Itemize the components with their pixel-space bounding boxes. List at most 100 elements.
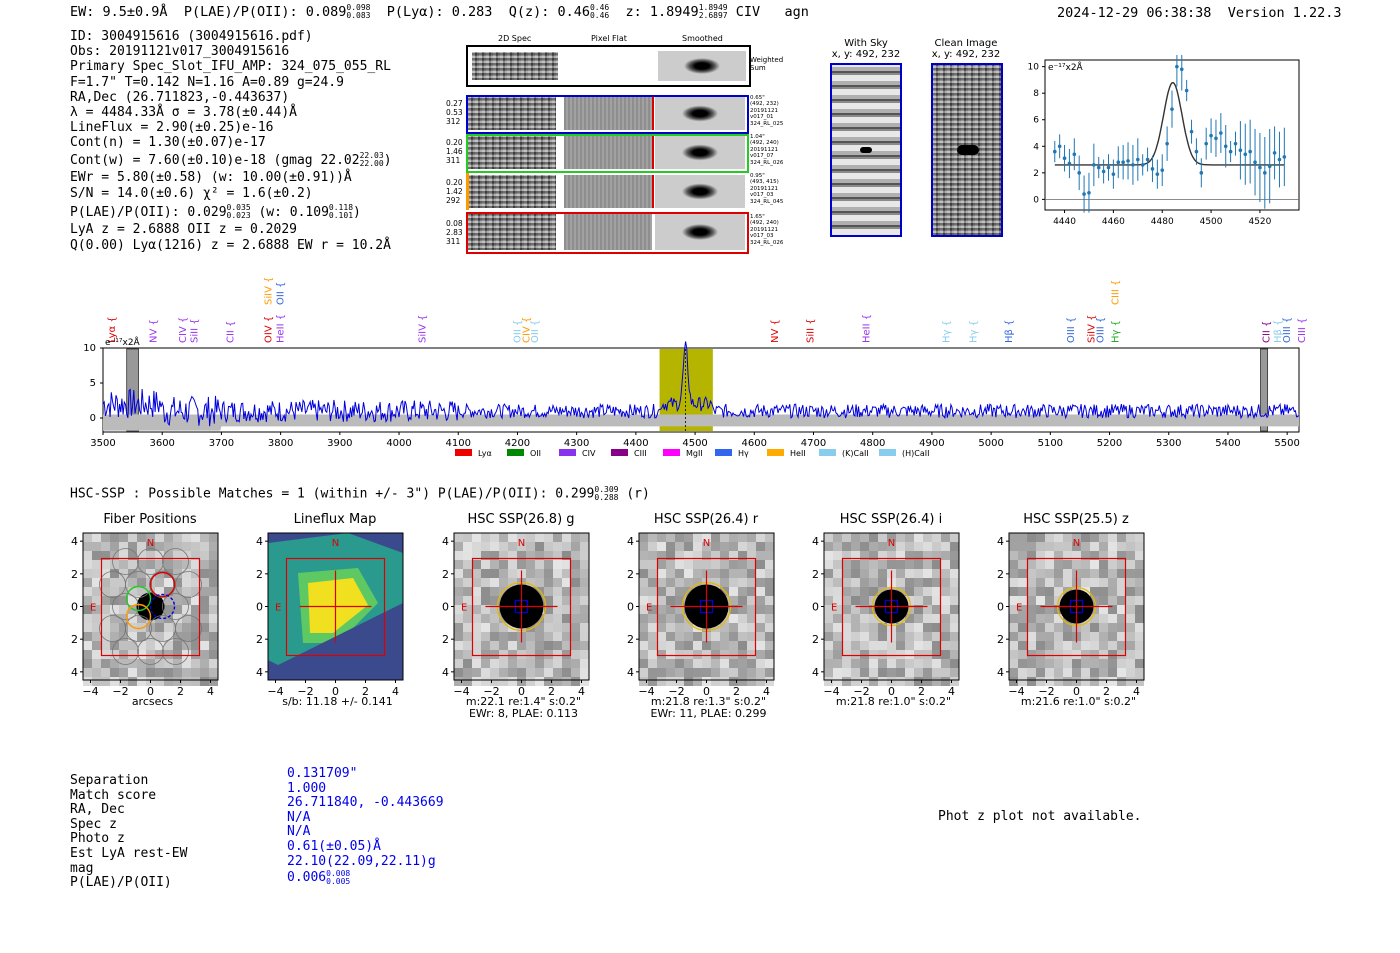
info-contw-lo: 22.00 [359,159,384,169]
cutout-pixel [571,578,580,587]
cutout-pixel [765,623,774,632]
cutout-xtick-label: 0 [518,685,525,698]
cutout-pixel [738,641,747,650]
cutout-pixel [1036,623,1045,632]
hsc-title-lo: 0.288 [594,493,619,502]
cutout-pixel [824,659,833,668]
cutout-pixel [693,641,702,650]
cutout-pixel [639,650,648,659]
zoom-ytick-label: 10 [1028,63,1040,73]
cutout-pixel [729,650,738,659]
cutout-pixel [1027,551,1036,560]
cutout-pixel [1045,677,1054,686]
spec2d-row-2-frame [466,173,469,210]
fiber-circle [162,638,189,665]
cutout-pixel [842,623,851,632]
cutout-pixel [1126,542,1135,551]
cutout-pixel [720,650,729,659]
cutout-xtick-label: 4 [948,685,955,698]
cutout-pixel [666,659,675,668]
cutout-pixel [173,578,182,587]
cutout-pixel [119,614,128,623]
match-key-3: Spec z [70,816,117,832]
cutout-pixel [1135,641,1144,650]
spec2d-row-3-frame [466,212,749,254]
cutout-ytick-label: 4 [627,535,634,548]
cutout-pixel [1018,677,1027,686]
cutout-pixel [83,605,92,614]
header-qz-lo: 0.46 [589,11,610,20]
spec2d-row-1-frame [466,134,749,173]
cutout-pixel [675,560,684,569]
cutout-pixel [833,659,842,668]
cutout-pixel [553,560,562,569]
cutout-pixel [544,551,553,560]
cutout-pixel [1126,623,1135,632]
cutout-pixel [878,569,887,578]
cutout-pixel [209,668,218,677]
cutout-pixel [571,668,580,677]
cutout-pixel [941,596,950,605]
cutout-pixel [941,650,950,659]
cutout-pixel [1018,533,1027,542]
cutout-pixel [1090,632,1099,641]
spec-line-label: OIII { [1282,317,1293,343]
cutout-pixel [1027,632,1036,641]
cutout-pixel [887,542,896,551]
cutout-pixel [1081,587,1090,596]
zoom-point [1136,157,1140,162]
cutout-pixel [932,551,941,560]
cutout-xtick-label: −4 [1008,685,1024,698]
zoom-xtick-label: 4520 [1248,217,1271,227]
cutout-pixel [824,614,833,623]
cutout-pixel [472,632,481,641]
fiber-circle [175,571,202,598]
fiber-highlight-circle [149,593,176,620]
zoom-point [1052,149,1057,154]
cutout-pixel [1045,542,1054,551]
cutout-pixel [950,560,959,569]
cutout-pixel [1009,623,1018,632]
cutout-pixel [851,632,860,641]
cutout-pixel [200,650,209,659]
cutout-pixel [101,578,110,587]
cutout-pixel [824,623,833,632]
cutout-pixel [639,632,648,641]
cutout-pixel [1117,605,1126,614]
cutout-pixel [1108,668,1117,677]
match-val-6: 22.10(22.09,22.11)g [287,853,436,869]
cutout-ytick-label: −2 [996,633,1004,646]
match-val-7: 0.006 [287,870,327,886]
cutout-pixel [1126,560,1135,569]
cutout-pixel [765,605,774,614]
cutout-pixel [684,533,693,542]
cutout-pixel [824,542,833,551]
cutout-pixel [833,560,842,569]
cutout-pixel [860,605,869,614]
cutout-pixel [1027,650,1036,659]
cutout-pixel [1009,578,1018,587]
zoom-point [1072,152,1077,157]
cutout-pixel [1063,533,1072,542]
cutout-pixel [923,659,932,668]
cutout-pixel [1018,605,1027,614]
cutout-pixel [738,614,747,623]
cutout-ytick-label: 0 [256,601,263,614]
cutout-pixel [92,632,101,641]
cutout-pixel [472,551,481,560]
cutout-pixel [173,668,182,677]
spec2d-weighted-smoothed [658,51,746,81]
cutout-pixel [508,650,517,659]
spec-line-label-text: SiII { [190,318,201,343]
spec2d-left-2-a: 0.20 [446,178,463,187]
cutout-image [1009,533,1144,686]
cutout-pixel [932,659,941,668]
cutout-pixel [508,551,517,560]
cutout-pixel [729,587,738,596]
cutout-pixel [526,650,535,659]
clean-image-title-block: Clean Image x, y: 492, 232 [926,38,1006,60]
cutout-pixel [1009,632,1018,641]
cutout-pixel [454,650,463,659]
cutout-pixel [209,632,218,641]
